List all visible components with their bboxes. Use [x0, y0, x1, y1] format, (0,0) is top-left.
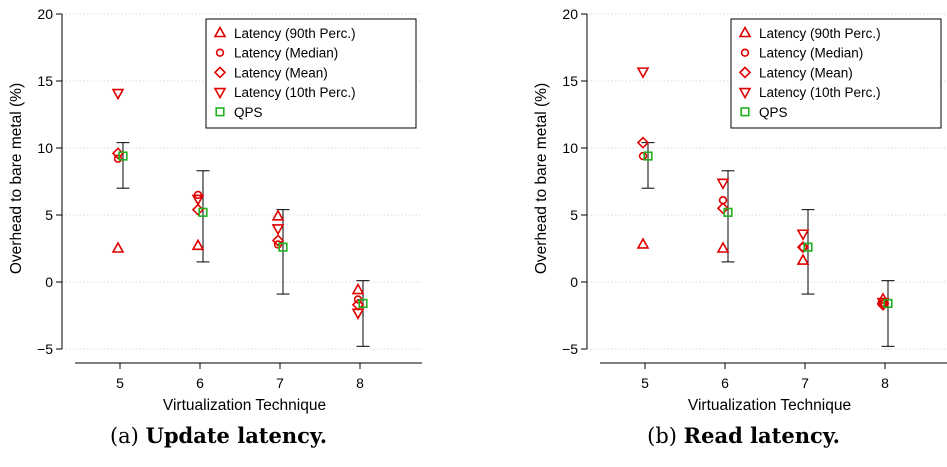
- legend-label: Latency (10th Perc.): [234, 85, 356, 100]
- legend-marker-diamond: [738, 66, 752, 79]
- data-point-square: [198, 207, 208, 217]
- legend-marker-triangle-up: [213, 25, 227, 38]
- data-point-square: [723, 207, 733, 217]
- caption-title: Read latency.: [684, 423, 840, 448]
- x-axis-label: Virtualization Technique: [688, 397, 851, 414]
- data-point-triangle-up: [796, 253, 810, 265]
- y-tick-label: −5: [37, 341, 53, 357]
- data-point-triangle-down: [191, 194, 205, 207]
- x-axis-label: Virtualization Technique: [163, 397, 326, 414]
- legend-label: Latency (Median): [234, 46, 338, 61]
- chart-panel-a: −5 0 5 10 15 20 5 6 7 8 Virtualization Technique Ov…: [8, 6, 422, 448]
- legend-marker-circle: [215, 48, 225, 57]
- data-point-triangle-down: [796, 229, 810, 241]
- legend-marker-triangle-down: [213, 87, 227, 100]
- data-point-triangle-up: [271, 209, 285, 221]
- data-point-triangle-down: [271, 224, 285, 236]
- data-point-circle: [798, 242, 808, 252]
- y-axis-label: Overhead to bare metal (%): [533, 83, 550, 274]
- caption: (a) Update latency.: [110, 423, 327, 448]
- legend-label: Latency (Mean): [234, 65, 328, 80]
- legend-marker-triangle-up: [738, 25, 752, 38]
- data-point-triangle-down: [351, 308, 365, 320]
- data-point-triangle-down: [876, 297, 890, 310]
- data-point-diamond: [271, 234, 285, 247]
- legend: Latency (90th Perc.) Latency (Median) Late…: [730, 18, 942, 129]
- legend-label: QPS: [234, 105, 263, 120]
- y-tick-label: 10: [562, 140, 578, 156]
- caption-tag: (a): [110, 424, 139, 448]
- x-tick-label: 8: [356, 375, 364, 391]
- caption-tag: (b): [647, 424, 677, 448]
- legend-label: Latency (90th Perc.): [234, 26, 356, 41]
- data-point-square: [643, 151, 653, 161]
- data-point-square: [803, 242, 813, 252]
- data-point-square: [118, 151, 128, 161]
- legend-marker-diamond: [213, 66, 227, 79]
- data-point-square: [278, 242, 288, 252]
- data-point-triangle-down: [636, 67, 650, 79]
- data-point-square: [883, 298, 893, 309]
- y-tick-label: 15: [562, 73, 578, 89]
- data-point-diamond: [636, 136, 650, 149]
- caption-title: Update latency.: [146, 423, 327, 448]
- legend-box: [730, 18, 942, 129]
- data-point-diamond: [716, 202, 730, 215]
- data-point-triangle-up: [351, 282, 365, 295]
- x-tick-label: 7: [801, 375, 809, 391]
- x-tick-label: 8: [881, 375, 889, 391]
- data-point-triangle-down: [716, 178, 730, 190]
- data-point-diamond: [191, 203, 205, 216]
- y-tick-label: 5: [45, 207, 53, 223]
- x-tick-label: 6: [196, 375, 204, 391]
- y-tick-label: 15: [37, 73, 53, 89]
- x-tick-label: 6: [721, 375, 729, 391]
- x-tick-label: 5: [116, 375, 124, 391]
- y-tick-label: 0: [570, 274, 578, 290]
- data-point-circle: [273, 240, 283, 249]
- y-tick-label: 20: [37, 6, 53, 22]
- caption: (b) Read latency.: [647, 423, 840, 448]
- data-point-diamond: [796, 241, 810, 254]
- data-point-circle: [113, 154, 123, 163]
- y-axis-label: Overhead to bare metal (%): [8, 83, 25, 274]
- legend-marker-circle: [740, 48, 750, 57]
- x-tick-label: 5: [641, 375, 649, 391]
- y-tick-label: 10: [37, 140, 53, 156]
- legend-label: Latency (10th Perc.): [759, 85, 881, 100]
- caption-space: [139, 424, 146, 448]
- legend-label: QPS: [759, 105, 788, 120]
- legend-marker-triangle-down: [738, 87, 752, 100]
- data-point-triangle-up: [636, 237, 650, 249]
- data-point-circle: [638, 151, 648, 161]
- legend: Latency (90th Perc.) Latency (Median) Late…: [205, 18, 417, 129]
- data-point-square: [358, 298, 368, 309]
- data-point-triangle-up: [191, 238, 205, 251]
- y-tick-label: 5: [570, 207, 578, 223]
- chart-panel-b: −5 0 5 10 15 20 5 6 7 8 Virtualization Technique Ov…: [533, 6, 947, 448]
- legend-box: [205, 18, 417, 129]
- legend-label: Latency (Mean): [759, 65, 853, 80]
- y-tick-label: −5: [562, 341, 578, 357]
- y-tick-label: 0: [45, 274, 53, 290]
- legend-label: Latency (Median): [759, 46, 863, 61]
- legend-marker-square: [215, 107, 225, 117]
- legend-marker-square: [740, 107, 750, 117]
- data-point-triangle-down: [111, 88, 125, 101]
- x-tick-label: 7: [276, 375, 284, 391]
- y-tick-label: 20: [562, 6, 578, 22]
- data-point-triangle-up: [111, 241, 125, 253]
- legend-label: Latency (90th Perc.): [759, 26, 881, 41]
- data-point-triangle-up: [716, 241, 730, 253]
- caption-space: [677, 424, 684, 448]
